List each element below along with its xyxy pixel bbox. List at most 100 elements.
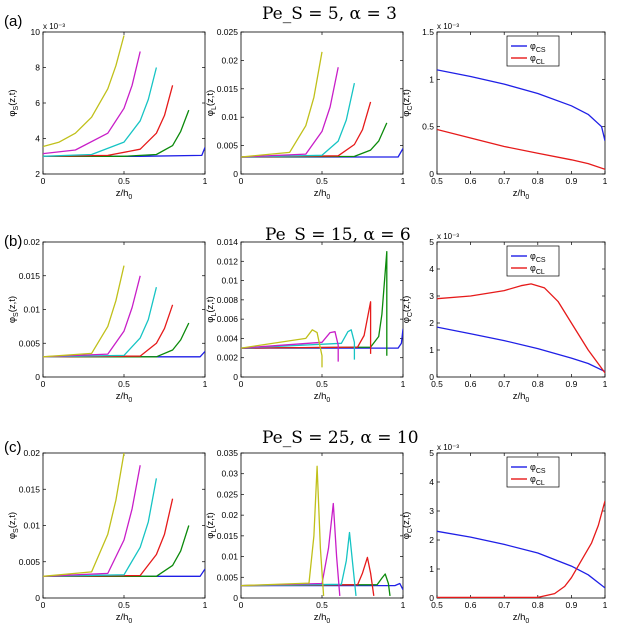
- x-tick-label: 1: [603, 176, 608, 186]
- x-tick-label: 1: [203, 379, 208, 389]
- axis-exponent: x 10⁻³: [43, 22, 65, 31]
- x-axis-label: z/h0: [314, 612, 331, 625]
- y-tick-label: 0.005: [217, 572, 239, 582]
- axis-exponent: x 10⁻³: [437, 443, 459, 452]
- y-tick-label: 3: [429, 291, 434, 301]
- y-tick-label: 0.005: [217, 141, 239, 151]
- y-tick-label: 0.015: [217, 84, 239, 94]
- x-tick-label: 0.8: [532, 176, 544, 186]
- y-tick-label: 6: [35, 98, 40, 108]
- row-a-title: Pe_S = 5, α = 3: [262, 4, 397, 24]
- y-axis-label: φL(z,t): [205, 90, 218, 116]
- x-tick-label: 0.5: [118, 379, 130, 389]
- x-tick-label: 1: [603, 379, 608, 389]
- y-tick-label: 1: [429, 74, 434, 84]
- y-tick-label: 0.025: [217, 27, 239, 37]
- y-tick-label: 0.03: [221, 469, 238, 479]
- panel-b1: 0 0.5 1 0 0.005 0.01 0.015 0.02 z/h0 φS(z,t): [7, 237, 208, 404]
- series-line-red: [437, 283, 605, 374]
- x-tick-label: 1: [401, 600, 406, 610]
- series-line-cyan: [43, 478, 158, 577]
- y-tick-label: 0.006: [217, 314, 239, 324]
- y-tick-label: 0.02: [221, 510, 238, 520]
- series-line-red: [43, 498, 174, 577]
- axis-exponent: x 10⁻³: [437, 232, 459, 241]
- series-line-magenta: [241, 67, 339, 158]
- series-line-blue: [437, 69, 605, 142]
- y-tick-label: 4: [429, 264, 434, 274]
- series-line-magenta: [241, 331, 339, 362]
- y-tick-label: 0: [429, 372, 434, 382]
- y-axis-label: φL(z,t): [205, 296, 218, 322]
- series-line-magenta: [43, 465, 141, 577]
- series-line-magenta: [43, 51, 141, 155]
- y-tick-label: 0: [35, 372, 40, 382]
- y-tick-label: 4: [35, 134, 40, 144]
- series-line-red: [43, 304, 174, 358]
- series-line-olive: [43, 265, 125, 358]
- x-tick-label: 0.5: [316, 600, 328, 610]
- x-tick-label: 0: [239, 176, 244, 186]
- legend-label: φCL: [530, 263, 545, 276]
- x-tick-label: 0.8: [532, 379, 544, 389]
- series-line-olive: [43, 35, 125, 148]
- panel-c2: 0 0.5 1 0 0.005 0.01 0.015 0.02 0.025 0.03 0.035 z/…: [205, 448, 406, 625]
- x-tick-label: 0.8: [532, 600, 544, 610]
- y-tick-label: 4: [429, 477, 434, 487]
- y-tick-label: 5: [429, 448, 434, 458]
- series-line-magenta: [241, 502, 341, 596]
- y-tick-label: 0.01: [23, 305, 40, 315]
- row-a-label: (a): [4, 13, 22, 30]
- y-axis-label: φS(z,t): [7, 89, 20, 116]
- x-tick-label: 0.6: [465, 379, 477, 389]
- panel-a2: 0 0.5 1 0 0.005 0.01 0.015 0.02 0.025 z/h0 φL(z,t): [205, 27, 406, 201]
- y-tick-label: 1.5: [422, 27, 434, 37]
- y-tick-label: 1: [429, 345, 434, 355]
- y-tick-label: 0.01: [23, 521, 40, 531]
- y-tick-label: 0.01: [221, 276, 238, 286]
- y-tick-label: 0: [233, 372, 238, 382]
- x-tick-label: 0.5: [118, 600, 130, 610]
- y-axis-label: φS(z,t): [7, 512, 20, 539]
- legend-label: φCS: [530, 41, 546, 54]
- y-tick-label: 0.01: [221, 112, 238, 122]
- series-line-olive: [241, 465, 325, 596]
- series-line-red: [437, 500, 605, 598]
- y-tick-label: 0.01: [221, 552, 238, 562]
- y-tick-label: 0.014: [217, 237, 239, 247]
- x-tick-label: 0: [41, 379, 46, 389]
- y-tick-label: 0.015: [19, 271, 41, 281]
- series-line-blue: [437, 530, 605, 589]
- axis-exponent: x 10⁻³: [437, 22, 459, 31]
- y-axis-label: φS(z,t): [7, 296, 20, 323]
- x-axis-label: z/h0: [513, 391, 530, 404]
- legend-box: [506, 245, 560, 277]
- panel-b2: 0 0.5 1 0 0.002 0.004 0.006 0.008 0.01 0.012 0.014…: [205, 237, 406, 404]
- x-tick-label: 0: [239, 600, 244, 610]
- x-axis-label: z/h0: [314, 188, 331, 201]
- x-axis-label: z/h0: [314, 391, 331, 404]
- series-line-cyan: [241, 531, 357, 596]
- x-tick-label: 0.7: [498, 600, 510, 610]
- x-tick-label: 0.5: [118, 176, 130, 186]
- panel-b3: 0.5 0.6 0.7 0.8 0.9 1 0 1 2 3 4 5x 10⁻³ z/h0 φC(z,t) φ…: [401, 232, 608, 404]
- y-tick-label: 0.005: [19, 338, 41, 348]
- x-tick-label: 0: [239, 379, 244, 389]
- x-tick-label: 1: [203, 176, 208, 186]
- legend-label: φCL: [530, 53, 545, 66]
- plot-frame: [240, 31, 404, 175]
- x-tick-label: 1: [603, 600, 608, 610]
- y-tick-label: 0.002: [217, 353, 239, 363]
- series-line-olive: [43, 453, 125, 577]
- series-line-olive: [241, 51, 323, 158]
- y-tick-label: 0: [35, 593, 40, 603]
- x-tick-label: 0.5: [316, 379, 328, 389]
- y-axis-label: φC(z,t): [401, 89, 414, 117]
- y-tick-label: 0: [233, 593, 238, 603]
- x-tick-label: 0.6: [465, 176, 477, 186]
- series-line-red: [241, 301, 372, 354]
- y-tick-label: 3: [429, 506, 434, 516]
